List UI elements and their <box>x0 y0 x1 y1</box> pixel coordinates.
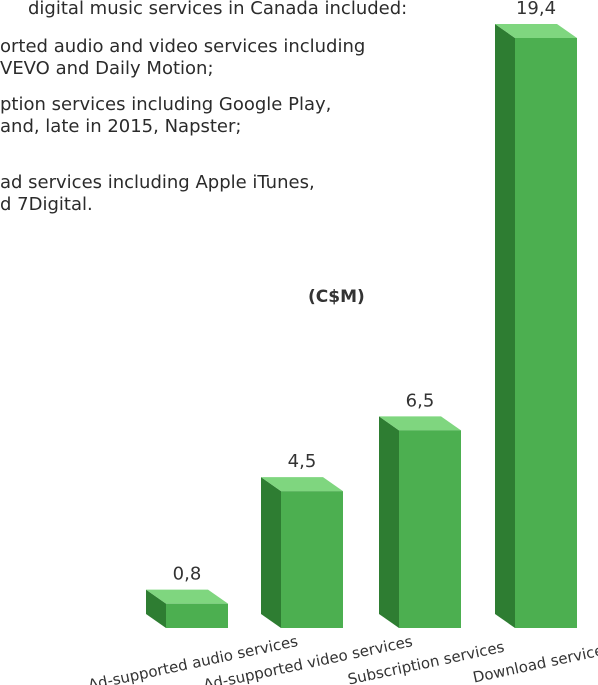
bar-top <box>495 24 577 38</box>
bar-top <box>146 589 228 604</box>
bar-side <box>495 24 515 628</box>
intro-line: digital music services in Canada include… <box>28 0 408 19</box>
bar-side <box>379 416 399 628</box>
intro-line: and, late in 2015, Napster; <box>0 116 242 137</box>
bar-value-label: 0,8 <box>173 564 202 585</box>
bar <box>399 430 461 628</box>
bar-value-label: 4,5 <box>288 451 317 472</box>
bar <box>281 491 343 628</box>
bar-side <box>146 589 166 628</box>
bar-value-label: 6,5 <box>406 390 435 411</box>
intro-line: ption services including Google Play, <box>0 94 332 115</box>
bar <box>515 38 577 628</box>
intro-line: orted audio and video services including <box>0 36 366 57</box>
bar-side <box>261 477 281 628</box>
bar-value-label: 19,4 <box>516 0 556 19</box>
bar-top <box>261 477 343 492</box>
bar <box>166 603 228 628</box>
intro-line: ad services including Apple iTunes, <box>0 172 315 193</box>
intro-line: d 7Digital. <box>0 194 93 215</box>
bar-top <box>379 416 461 431</box>
unit-label: (C$M) <box>308 287 365 307</box>
intro-line: VEVO and Daily Motion; <box>0 58 214 79</box>
